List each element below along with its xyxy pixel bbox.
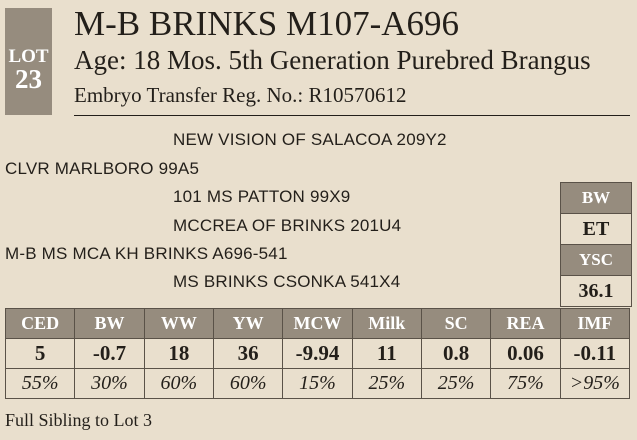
- epd-header: IMF: [559, 308, 631, 339]
- epd-value: 36: [212, 338, 284, 369]
- pedigree-sire-dam: 101 MS PATTON 99X9: [173, 187, 351, 206]
- ysc-value: 36.1: [578, 280, 614, 302]
- epd-percentile: 60%: [212, 368, 284, 399]
- epd-value: 18: [143, 338, 214, 369]
- footnote: Full Sibling to Lot 3: [5, 410, 153, 430]
- epd-header: MCW: [282, 308, 353, 339]
- epd-percentile: 30%: [74, 368, 145, 399]
- epd-value: -0.7: [74, 338, 145, 369]
- epd-header: REA: [490, 308, 561, 339]
- epd-percentile: 25%: [351, 368, 422, 399]
- animal-details: Embryo Transfer Reg. No.: R10570612: [74, 83, 407, 107]
- epd-value: 5: [4, 338, 76, 369]
- pedigree-sire: CLVR MARLBORO 99A5: [5, 159, 200, 178]
- epd-value: 0.06: [490, 338, 561, 369]
- bw-label: BW: [561, 183, 631, 214]
- lot-label: LOT: [8, 46, 49, 67]
- epd-percentile: 55%: [4, 368, 76, 399]
- epd-values-row: 5 -0.7 18 36 -9.94 11 0.8 0.06 -0.11: [4, 338, 631, 369]
- animal-name: M-B BRINKS M107-A696: [74, 4, 460, 43]
- lot-badge: LOT 23: [5, 8, 52, 115]
- epd-percentile-row: 55% 30% 60% 60% 15% 25% 25% 75% >95%: [4, 368, 631, 399]
- pedigree-dam-sire: MCCREA OF BRINKS 201U4: [173, 216, 402, 235]
- epd-header: CED: [4, 308, 76, 339]
- lot-number: 23: [15, 64, 42, 94]
- epd-header-row: CED BW WW YW MCW Milk SC REA IMF: [4, 308, 631, 339]
- epd-value: 0.8: [420, 338, 492, 369]
- animal-subtitle: Age: 18 Mos. 5th Generation Purebred Bra…: [74, 45, 591, 75]
- epd-percentile: >95%: [559, 368, 631, 399]
- epd-percentile: 25%: [420, 368, 492, 399]
- pedigree-dam: M-B MS MCA KH BRINKS A696-541: [5, 244, 288, 263]
- ysc-label: YSC: [561, 245, 631, 276]
- epd-value: -0.11: [559, 338, 631, 369]
- bw-value: ET: [561, 214, 631, 245]
- epd-header: YW: [212, 308, 284, 339]
- epd-header: BW: [74, 308, 145, 339]
- epd-header: WW: [143, 308, 214, 339]
- pedigree-sire-sire: NEW VISION OF SALACOA 209Y2: [173, 130, 447, 149]
- side-stats-box: BW ET YSC 36.1: [560, 182, 632, 307]
- epd-table: CED BW WW YW MCW Milk SC REA IMF 5 -0.7 …: [4, 308, 631, 399]
- epd-value: -9.94: [282, 338, 353, 369]
- epd-header: SC: [420, 308, 492, 339]
- epd-percentile: 60%: [143, 368, 214, 399]
- epd-percentile: 75%: [490, 368, 561, 399]
- epd-percentile: 15%: [282, 368, 353, 399]
- epd-value: 11: [351, 338, 422, 369]
- pedigree-dam-dam: MS BRINKS CSONKA 541X4: [173, 272, 401, 291]
- epd-header: Milk: [351, 308, 422, 339]
- header-rule: [74, 115, 630, 116]
